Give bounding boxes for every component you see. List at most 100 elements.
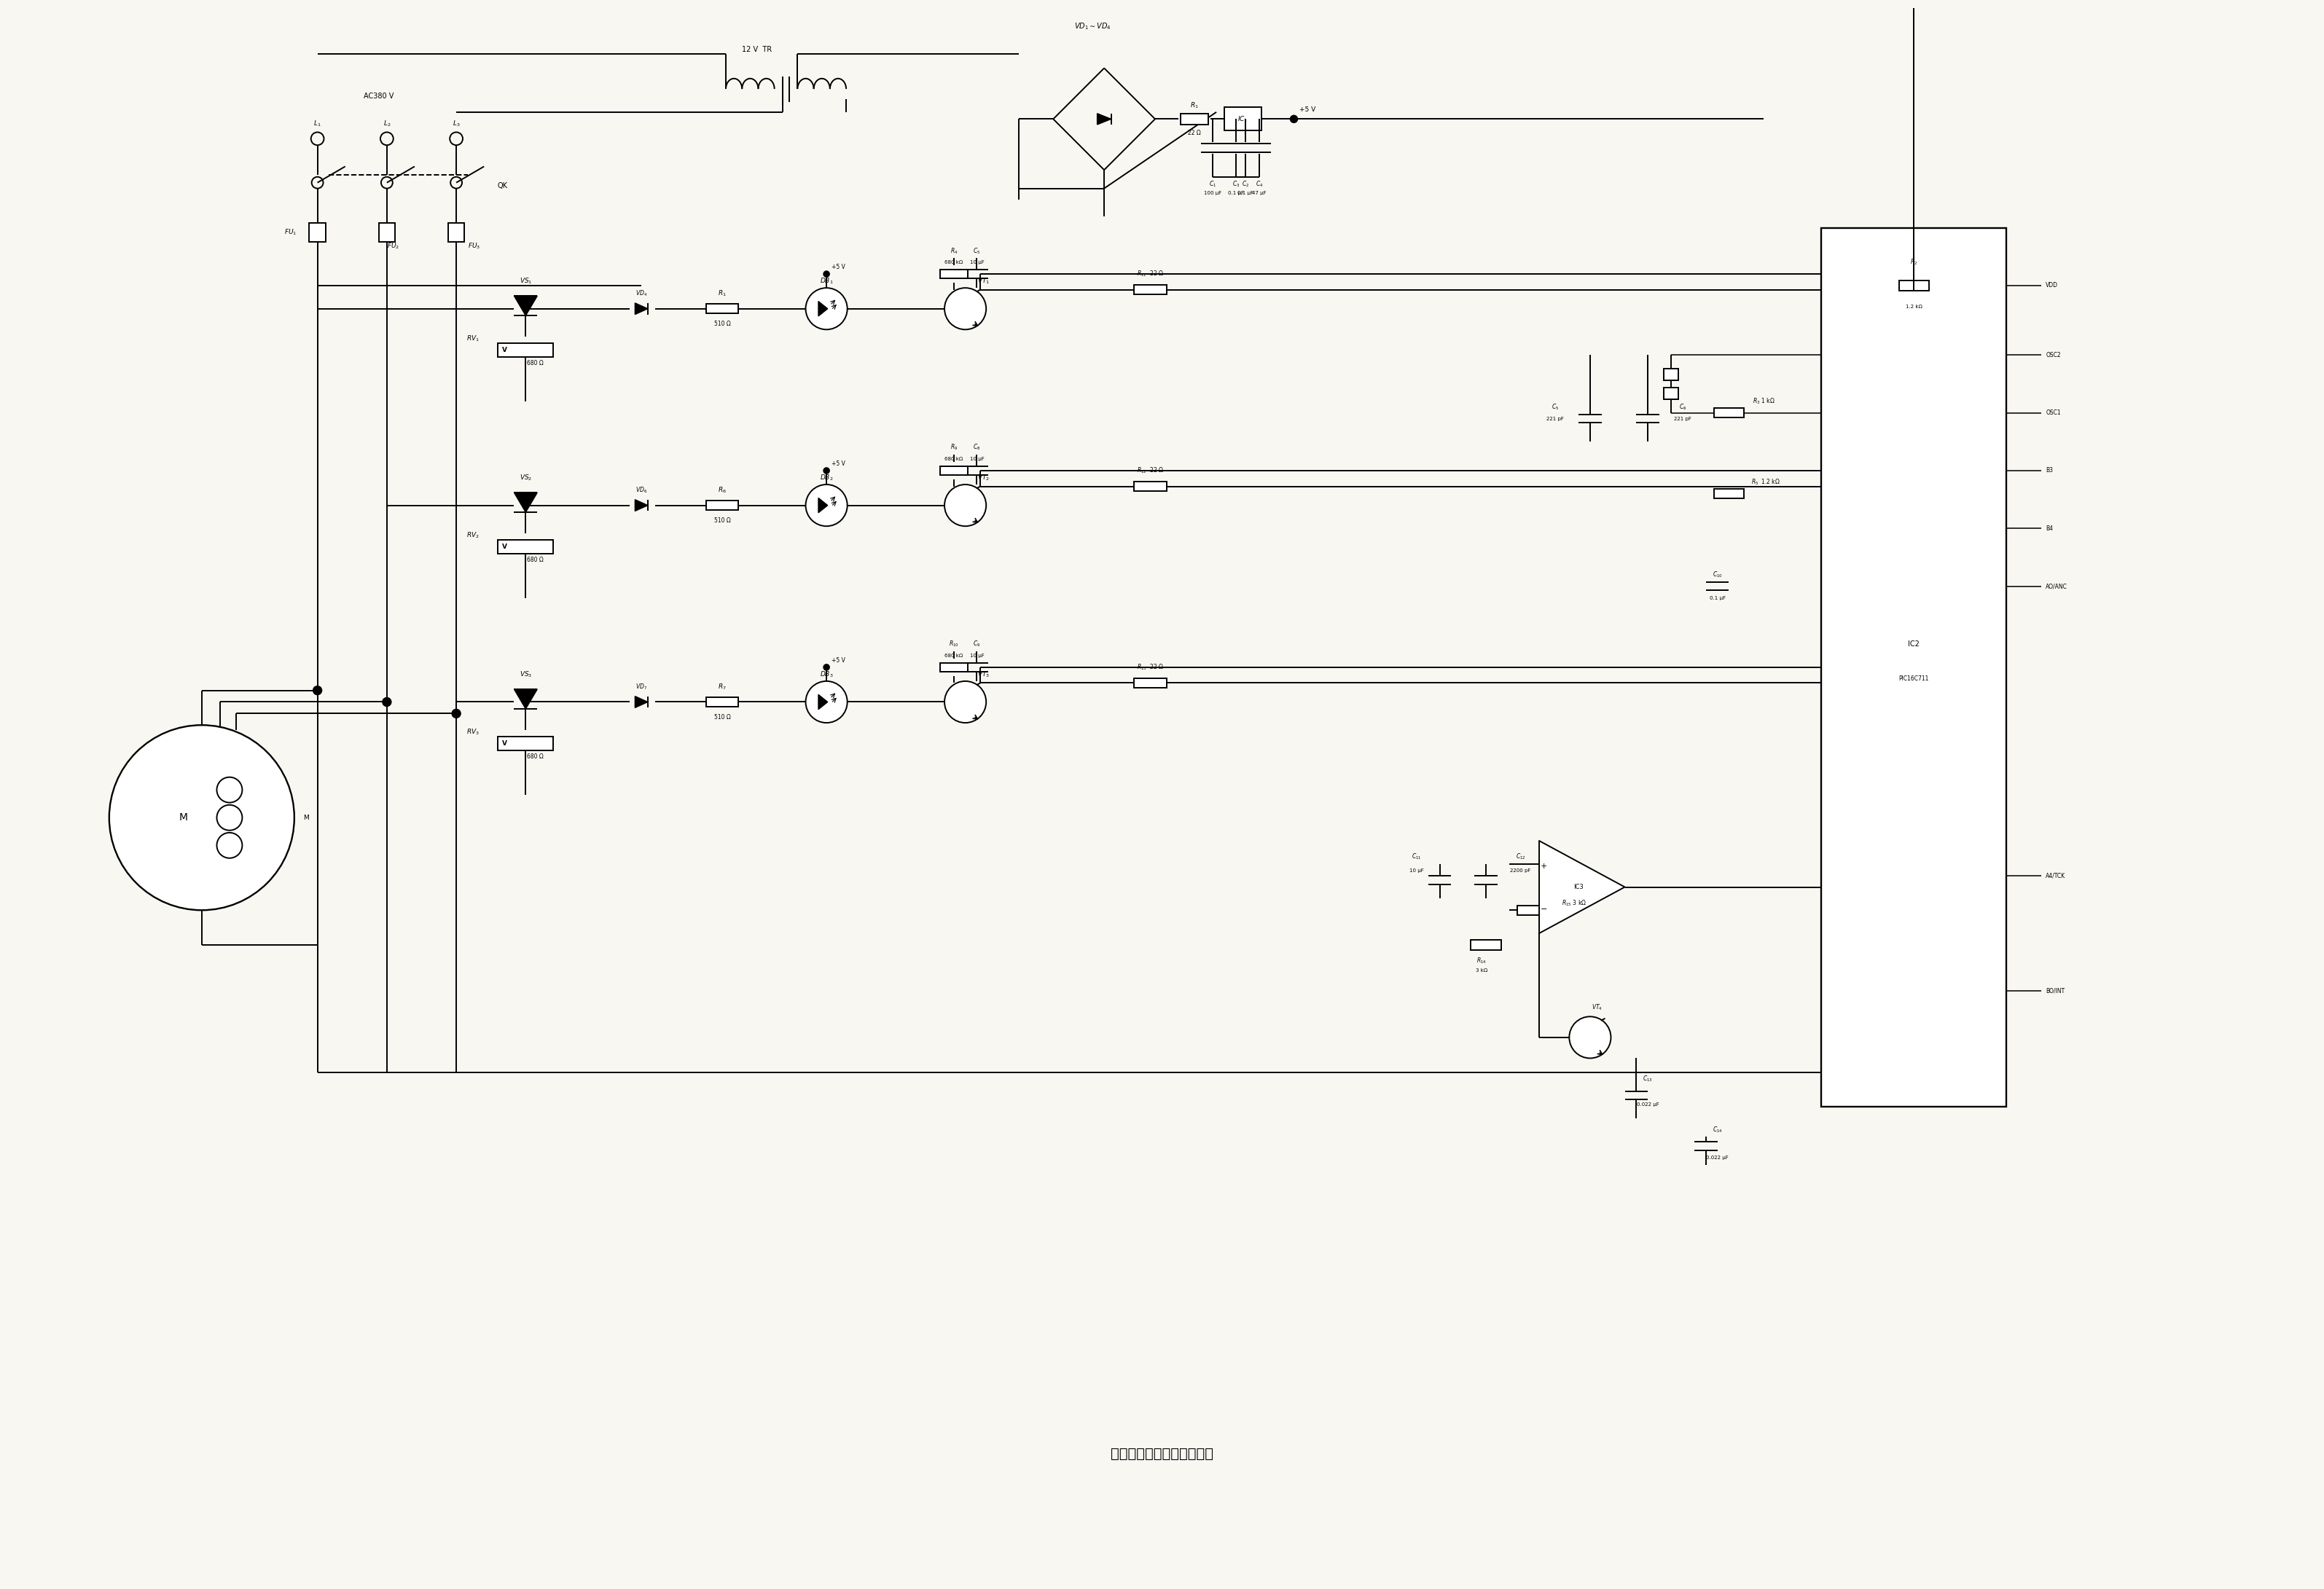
Text: $IC_1$: $IC_1$ [1239, 114, 1248, 124]
Text: $DB_1$: $DB_1$ [820, 276, 834, 286]
Text: +5 V: +5 V [832, 658, 846, 664]
Text: $R_6$: $R_6$ [718, 486, 727, 494]
Text: 100 μF: 100 μF [1204, 191, 1222, 195]
Circle shape [944, 485, 985, 526]
Text: $C_{13}$: $C_{13}$ [1643, 1074, 1652, 1084]
Text: 10 μF: 10 μF [1408, 869, 1425, 872]
Text: $FU_3$: $FU_3$ [467, 242, 481, 251]
Bar [1713, 489, 1743, 499]
Circle shape [453, 709, 460, 718]
Bar [1225, 108, 1262, 130]
Text: 10 μF: 10 μF [969, 261, 983, 265]
Polygon shape [818, 694, 827, 709]
Text: QK: QK [497, 183, 507, 189]
Circle shape [823, 664, 830, 671]
Text: 680 Ω: 680 Ω [528, 556, 544, 563]
Circle shape [216, 777, 242, 802]
Text: IC3: IC3 [1573, 883, 1583, 890]
Text: 510 Ω: 510 Ω [713, 321, 730, 327]
Text: $C_9$: $C_9$ [974, 640, 981, 648]
Bar [449, 222, 465, 242]
Text: V: V [502, 740, 507, 747]
Circle shape [216, 806, 242, 831]
Circle shape [109, 725, 295, 910]
Text: $VT_1$: $VT_1$ [978, 276, 990, 286]
Circle shape [1569, 1017, 1611, 1058]
Text: VDD: VDD [2045, 283, 2059, 289]
Bar [1518, 906, 1548, 915]
Text: $R_{14}$: $R_{14}$ [1476, 957, 1487, 966]
Text: BO/INT: BO/INT [2045, 988, 2066, 995]
Text: $R_{13}$  22 Ω: $R_{13}$ 22 Ω [1136, 663, 1164, 672]
Bar [497, 343, 553, 358]
Text: $L_2$: $L_2$ [383, 119, 390, 129]
Bar [939, 663, 967, 672]
Text: $R_{12}$  22 Ω: $R_{12}$ 22 Ω [1136, 466, 1164, 475]
Bar [1134, 481, 1167, 491]
Text: OSC1: OSC1 [2045, 410, 2061, 416]
Text: $R_3$ 1 kΩ: $R_3$ 1 kΩ [1752, 397, 1776, 405]
Circle shape [1290, 116, 1297, 122]
Text: V: V [502, 543, 507, 550]
Polygon shape [514, 690, 537, 709]
Polygon shape [514, 296, 537, 316]
Text: $C_{14}$: $C_{14}$ [1713, 1125, 1722, 1135]
Text: A4/TCK: A4/TCK [2045, 872, 2066, 879]
Text: $R_1$: $R_1$ [718, 289, 727, 299]
Circle shape [806, 485, 848, 526]
Bar [939, 466, 967, 475]
Bar [939, 270, 967, 278]
Text: +: + [1541, 863, 1548, 869]
Circle shape [216, 833, 242, 858]
Text: $C_6$: $C_6$ [1678, 402, 1687, 412]
Text: $R_{10}$: $R_{10}$ [948, 640, 960, 648]
Text: $R_4$: $R_4$ [951, 246, 957, 256]
Text: $VD_6$: $VD_6$ [634, 486, 648, 494]
Polygon shape [818, 497, 827, 513]
Text: 22 Ω: 22 Ω [1188, 130, 1202, 137]
Text: $L_3$: $L_3$ [453, 119, 460, 129]
Text: $R_1$: $R_1$ [1190, 100, 1199, 110]
Text: 三相电动机节电器电路原理: 三相电动机节电器电路原理 [1111, 1448, 1213, 1460]
Text: $R_7$: $R_7$ [718, 682, 727, 691]
Bar [379, 222, 395, 242]
Text: $FU_2$: $FU_2$ [386, 242, 400, 251]
Bar [706, 501, 739, 510]
Text: $FU_1$: $FU_1$ [284, 227, 297, 237]
Text: OSC2: OSC2 [2045, 351, 2061, 358]
Text: IC2: IC2 [1908, 640, 1920, 648]
Text: $VD_4$: $VD_4$ [634, 289, 648, 299]
Text: M: M [179, 812, 188, 823]
Text: 1.2 kΩ: 1.2 kΩ [1906, 303, 1922, 308]
Bar [1181, 114, 1208, 124]
Text: V: V [502, 346, 507, 354]
Text: $C_{12}$: $C_{12}$ [1515, 852, 1525, 861]
Circle shape [823, 467, 830, 474]
Text: B3: B3 [2045, 467, 2052, 474]
Polygon shape [634, 303, 648, 315]
Text: 3 kΩ: 3 kΩ [1476, 968, 1487, 972]
Text: 680 Ω: 680 Ω [528, 753, 544, 760]
Bar [497, 737, 553, 750]
Text: 680 kΩ: 680 kΩ [944, 261, 962, 265]
Text: $VS_2$: $VS_2$ [518, 474, 532, 481]
Text: +5 V: +5 V [832, 264, 846, 270]
Text: $C_3$: $C_3$ [1232, 180, 1239, 189]
Text: $R_5$  1.2 kΩ: $R_5$ 1.2 kΩ [1752, 478, 1780, 486]
Bar [1664, 369, 1678, 380]
Circle shape [806, 682, 848, 723]
Text: $RV_2$: $RV_2$ [467, 531, 479, 540]
Polygon shape [1097, 113, 1111, 124]
Circle shape [823, 272, 830, 276]
Text: 0.1 μF: 0.1 μF [1710, 596, 1724, 601]
Circle shape [806, 288, 848, 329]
Text: $R_{15}$ 3 kΩ: $R_{15}$ 3 kΩ [1562, 899, 1587, 907]
Text: 680 kΩ: 680 kΩ [944, 458, 962, 461]
Text: $VT_2$: $VT_2$ [978, 474, 990, 481]
Text: $VS_3$: $VS_3$ [518, 669, 532, 679]
Text: 510 Ω: 510 Ω [713, 516, 730, 524]
Text: $R_2$: $R_2$ [1910, 257, 1917, 267]
Polygon shape [818, 302, 827, 316]
Text: 510 Ω: 510 Ω [713, 713, 730, 720]
Bar [1899, 281, 1929, 291]
